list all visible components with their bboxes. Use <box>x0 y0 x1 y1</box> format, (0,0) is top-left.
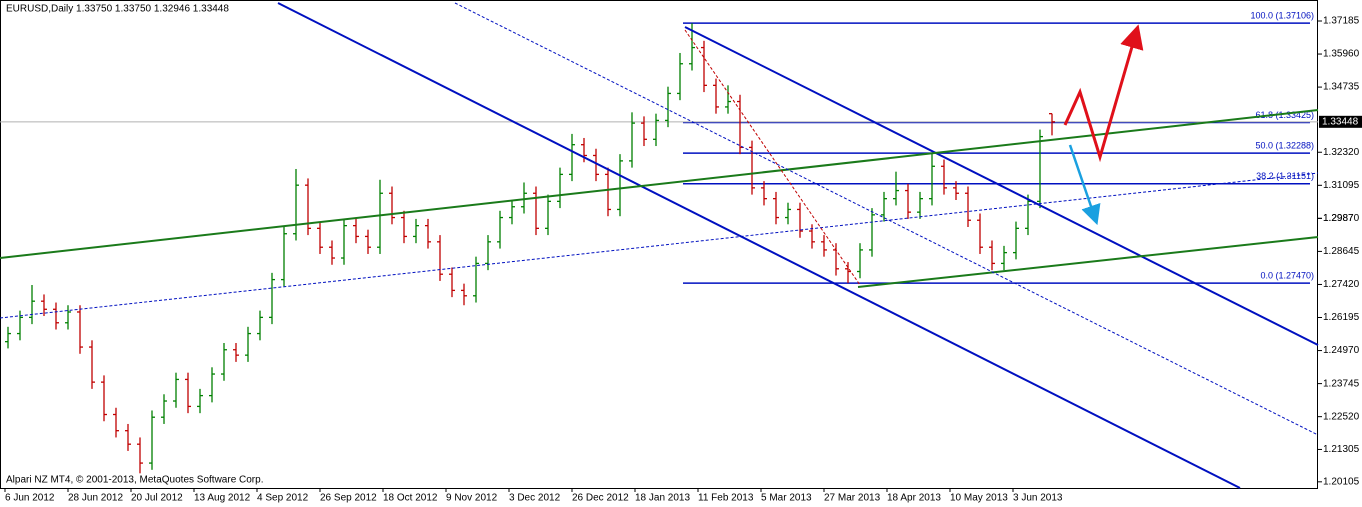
y-tick-label: 1.20105 <box>1323 476 1360 487</box>
trend-line <box>857 236 1319 288</box>
up-arrow <box>1063 24 1144 163</box>
trend-line <box>0 109 1319 259</box>
fib-label: 100.0 (1.37106) <box>1250 10 1314 20</box>
y-tick-label: 1.32320 <box>1323 147 1360 158</box>
x-tick-label: 13 Aug 2012 <box>194 493 251 504</box>
channel-line <box>277 2 1241 489</box>
y-tick-label: 1.2987 <box>1323 213 1354 224</box>
x-tick-label: 28 Jun 2012 <box>68 493 123 504</box>
x-tick-label: 26 Sep 2012 <box>320 493 377 504</box>
fib-label: 61.8 (1.33425) <box>1255 110 1314 120</box>
fib-base <box>684 29 861 286</box>
y-tick-label: 1.22520 <box>1323 411 1360 422</box>
x-tick-label: 6 Jun 2012 <box>5 493 55 504</box>
fib-label: 0.0 (1.27470) <box>1260 270 1314 280</box>
y-tick-label: 1.26195 <box>1323 312 1360 323</box>
x-tick-label: 26 Dec 2012 <box>572 493 629 504</box>
y-tick-label: 1.35960 <box>1323 49 1360 60</box>
y-tick-label: 1.34735 <box>1323 82 1360 93</box>
y-tick-label: 1.27420 <box>1323 279 1360 290</box>
x-tick-label: 10 May 2013 <box>950 493 1008 504</box>
x-tick-label: 11 Feb 2013 <box>698 493 754 504</box>
x-tick-label: 18 Oct 2012 <box>383 493 438 504</box>
y-tick-label: 1.37185 <box>1323 16 1360 27</box>
y-tick-label: 1.31095 <box>1323 180 1360 191</box>
x-tick-label: 3 Jun 2013 <box>1013 493 1063 504</box>
fib-label: 50.0 (1.32288) <box>1255 140 1314 150</box>
x-tick-label: 9 Nov 2012 <box>446 493 498 504</box>
footer: Alpari NZ MT4, © 2001-2013, MetaQuotes S… <box>6 475 263 486</box>
y-tick-label: 1.23745 <box>1323 378 1360 389</box>
x-tick-label: 4 Sep 2012 <box>257 493 309 504</box>
dashed-line <box>0 172 1319 319</box>
current-price-label: 1.33448 <box>1322 116 1359 127</box>
y-tick-label: 1.21305 <box>1323 444 1360 455</box>
drawings <box>0 2 1319 489</box>
x-tick-label: 18 Apr 2013 <box>887 493 941 504</box>
x-tick-label: 5 Mar 2013 <box>761 493 812 504</box>
plot-frame <box>0 0 1318 489</box>
x-tick-label: 3 Dec 2012 <box>509 493 561 504</box>
channel-line <box>684 26 1319 346</box>
y-tick-label: 1.24970 <box>1323 345 1360 356</box>
dashed-line <box>454 2 1319 436</box>
x-tick-label: 20 Jul 2012 <box>131 493 183 504</box>
y-tick-label: 1.29870 <box>1323 213 1360 224</box>
x-tick-label: 27 Mar 2013 <box>824 493 881 504</box>
current-price-box <box>1319 115 1362 128</box>
down-arrow <box>1068 144 1101 226</box>
y-tick-label: 1.28645 <box>1323 246 1360 257</box>
chart-title: EURUSD,Daily 1.33750 1.33750 1.32946 1.3… <box>6 4 229 15</box>
x-tick-label: 18 Jan 2013 <box>635 493 690 504</box>
